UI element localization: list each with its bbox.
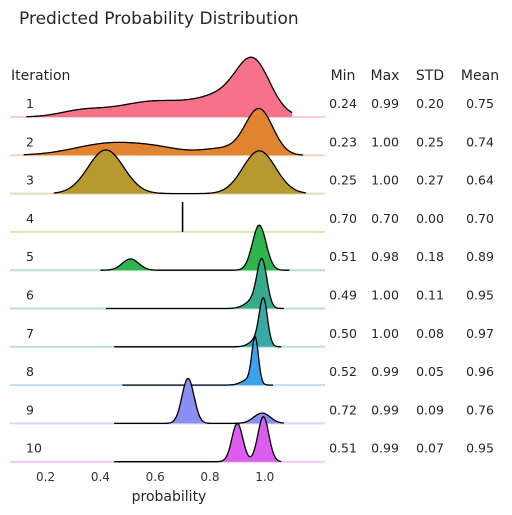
stat-std: 0.11: [416, 288, 444, 303]
stat-max: 0.98: [371, 249, 399, 264]
x-tick-label: 0.4: [91, 470, 110, 484]
ridge-fill: [23, 108, 304, 156]
stat-max: 0.99: [371, 441, 399, 456]
ridge-10: 10 0.51 0.99 0.07 0.95: [10, 416, 494, 463]
stat-mean: 0.97: [466, 326, 494, 341]
stat-min: 0.25: [329, 173, 357, 188]
ridge-fill: [114, 378, 284, 424]
row-label: 4: [26, 211, 34, 226]
x-axis-label: probability: [132, 489, 207, 505]
row-label: 8: [26, 364, 34, 379]
stat-max: 1.00: [371, 134, 399, 149]
stat-min: 0.23: [329, 134, 357, 149]
x-axis: 0.2 0.4 0.6 0.8 1.0: [36, 470, 274, 484]
stat-max: 1.00: [371, 288, 399, 303]
row-label: 9: [26, 402, 34, 417]
stat-header-mean: Mean: [461, 68, 499, 84]
stat-std: 0.20: [416, 96, 444, 111]
row-label: 2: [26, 134, 34, 149]
stat-max: 0.99: [371, 364, 399, 379]
stat-mean: 0.89: [466, 249, 494, 264]
ridge-outline: [114, 296, 282, 348]
stat-std: 0.25: [416, 134, 444, 149]
ridge-fill: [122, 337, 273, 386]
ridge-outline: [114, 377, 284, 425]
ridge-outline: [26, 56, 293, 118]
stat-std: 0.07: [416, 441, 444, 456]
ridge-outline: [53, 149, 306, 195]
stat-std: 0.09: [416, 402, 444, 417]
row-label: 5: [26, 249, 34, 264]
stat-max: 1.00: [371, 326, 399, 341]
stat-mean: 0.95: [466, 288, 494, 303]
stat-max: 0.99: [371, 96, 399, 111]
stat-max: 0.70: [371, 211, 399, 226]
stat-mean: 0.95: [466, 441, 494, 456]
stat-header-min: Min: [331, 68, 356, 84]
stat-std: 0.18: [416, 249, 444, 264]
row-label: 3: [26, 173, 34, 188]
stat-mean: 0.76: [466, 402, 494, 417]
ridge-outline: [100, 224, 290, 271]
stat-max: 0.99: [371, 402, 399, 417]
stat-header-max: Max: [371, 68, 400, 84]
ridge-fill: [105, 258, 284, 309]
row-label: 1: [26, 96, 34, 111]
stat-min: 0.72: [329, 402, 357, 417]
ridge-6: 6 0.49 1.00 0.11 0.95: [10, 257, 494, 310]
stat-std: 0.27: [416, 173, 444, 188]
x-tick-label: 0.2: [36, 470, 55, 484]
row-header: Iteration: [11, 68, 70, 84]
stat-min: 0.70: [329, 211, 357, 226]
ridge-5: 5 0.51 0.98 0.18 0.89: [10, 224, 494, 272]
ridge-7: 7 0.50 1.00 0.08 0.97: [10, 296, 494, 348]
stat-max: 1.00: [371, 173, 399, 188]
stat-min: 0.50: [329, 326, 357, 341]
ridge-outline: [122, 336, 273, 386]
x-tick-label: 0.8: [200, 470, 219, 484]
stat-min: 0.51: [329, 441, 357, 456]
row-label: 10: [26, 441, 42, 456]
stat-std: 0.00: [416, 211, 444, 226]
x-tick-label: 1.0: [255, 470, 274, 484]
ridges: 1 0.24 0.99 0.20 0.75 2 0.23 1.00 0.25 0.74 3 0.25 1…: [10, 56, 494, 463]
ridge-2: 2 0.23 1.00 0.25 0.74: [10, 107, 494, 157]
ridge-outline: [114, 416, 282, 463]
stat-mean: 0.96: [466, 364, 494, 379]
chart-title: Predicted Probability Distribution: [19, 9, 299, 29]
stat-mean: 0.74: [466, 134, 494, 149]
stat-mean: 0.75: [466, 96, 494, 111]
stat-mean: 0.70: [466, 211, 494, 226]
ridge-4: 4 0.70 0.70 0.00 0.70: [10, 201, 494, 233]
ridge-fill: [53, 150, 306, 194]
stat-min: 0.52: [329, 364, 357, 379]
x-tick-label: 0.6: [146, 470, 165, 484]
row-label: 6: [26, 288, 34, 303]
ridge-8: 8 0.52 0.99 0.05 0.96: [10, 336, 494, 387]
ridge-fill: [26, 57, 293, 117]
stat-std: 0.08: [416, 326, 444, 341]
row-label: 7: [26, 326, 34, 341]
stat-min: 0.49: [329, 288, 357, 303]
ridge-1: 1 0.24 0.99 0.20 0.75: [10, 56, 494, 118]
ridge-9: 9 0.72 0.99 0.09 0.76: [10, 377, 494, 425]
ridge-outline: [105, 257, 284, 310]
stat-min: 0.51: [329, 249, 357, 264]
stat-mean: 0.64: [466, 173, 494, 188]
stat-std: 0.05: [416, 364, 444, 379]
ridge-3: 3 0.25 1.00 0.27 0.64: [10, 149, 494, 195]
stat-min: 0.24: [329, 96, 357, 111]
stat-header-std: STD: [416, 68, 444, 84]
ridge-outline: [23, 107, 304, 156]
